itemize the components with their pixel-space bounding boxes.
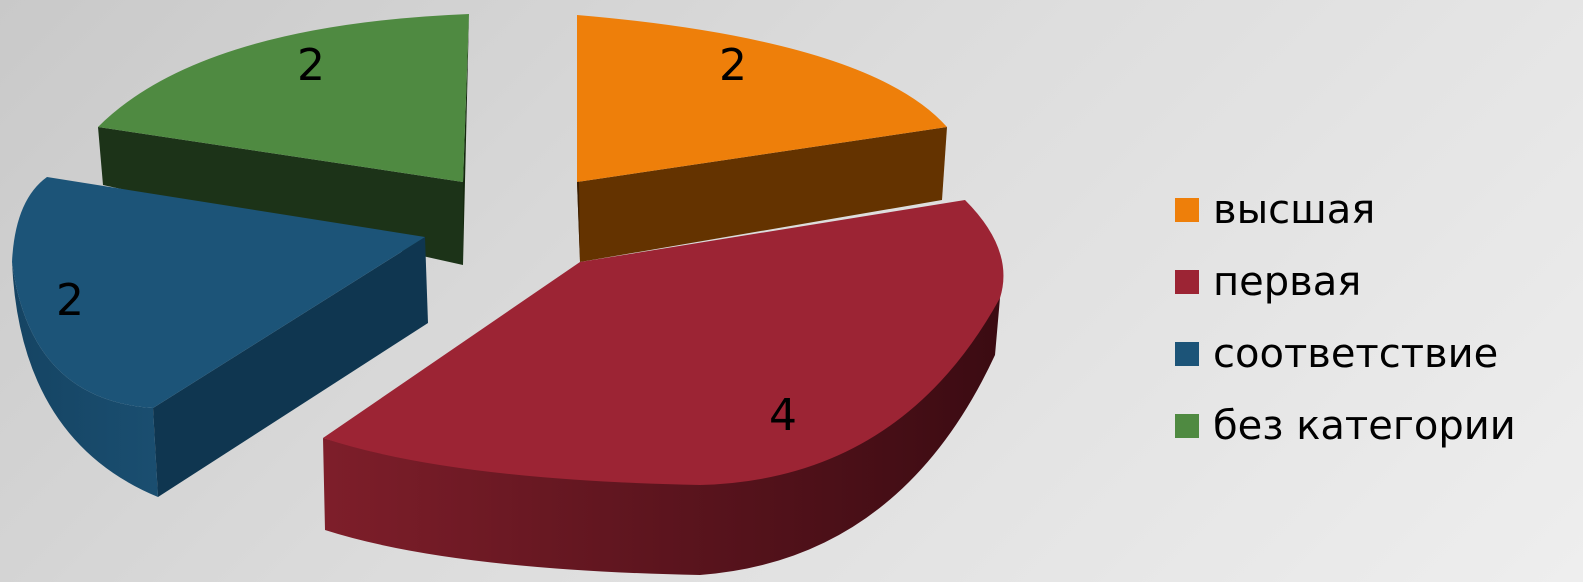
slice-vysshaya-side-inner (577, 127, 947, 262)
legend-item: первая (1175, 257, 1516, 307)
legend-label: первая (1213, 259, 1362, 305)
slice-vysshaya-top (577, 15, 947, 182)
data-label-sootvetstvie: 2 (56, 275, 84, 326)
legend-item: без категории (1175, 401, 1516, 451)
slice-sootvetstvie-side-outer (12, 262, 158, 497)
slice-sootvetstvie-side-inner (153, 237, 428, 497)
legend: высшая первая соответствие без категории (1175, 185, 1516, 451)
legend-label: соответствие (1213, 331, 1499, 377)
legend-item: высшая (1175, 185, 1516, 235)
data-label-pervaya: 4 (769, 390, 797, 441)
legend-swatch (1175, 270, 1199, 294)
slice-pervaya-top (323, 200, 1004, 485)
slice-sootvetstvie (12, 177, 428, 497)
slice-pervaya (323, 200, 1004, 575)
slice-bez-kategorii-side-right (463, 14, 469, 265)
data-label-vysshaya: 2 (719, 40, 747, 91)
slice-pervaya-side-outer (323, 298, 1000, 575)
slice-sootvetstvie-top (12, 177, 425, 408)
data-label-bez-kategorii: 2 (297, 40, 325, 91)
legend-label: без категории (1213, 403, 1516, 449)
slice-bez-kategorii-top (98, 14, 469, 182)
slice-vysshaya (577, 15, 947, 262)
legend-swatch (1175, 342, 1199, 366)
legend-swatch (1175, 198, 1199, 222)
legend-item: соответствие (1175, 329, 1516, 379)
legend-label: высшая (1213, 187, 1376, 233)
legend-swatch (1175, 414, 1199, 438)
